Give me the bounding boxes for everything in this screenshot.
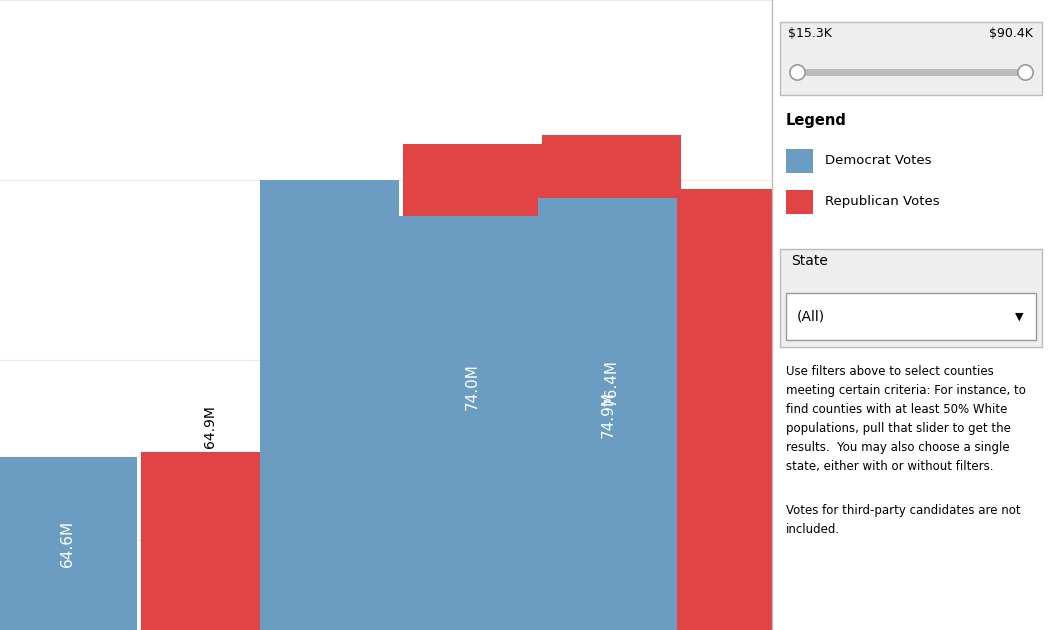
Bar <box>681 189 820 630</box>
Bar <box>785 149 814 173</box>
Text: (All): (All) <box>797 309 825 324</box>
Text: Use filters above to select counties
meeting certain criteria: For instance, to
: Use filters above to select counties mee… <box>785 365 1026 473</box>
Text: 64.9M: 64.9M <box>204 405 217 448</box>
Text: ▼: ▼ <box>1015 312 1024 321</box>
Bar <box>780 249 1042 347</box>
Bar <box>399 216 539 630</box>
Bar <box>785 190 814 214</box>
Text: State: State <box>792 254 828 268</box>
Text: Votes for third-party candidates are not
included.: Votes for third-party candidates are not… <box>785 504 1021 536</box>
Text: 74.0M: 74.0M <box>465 364 480 410</box>
Text: 74.9M: 74.9M <box>601 391 615 437</box>
Bar <box>542 135 681 630</box>
Text: $15.3K: $15.3K <box>789 27 833 40</box>
Bar <box>539 198 677 630</box>
Bar <box>260 180 399 630</box>
Text: Legend: Legend <box>785 113 846 129</box>
Text: 64.6M: 64.6M <box>60 520 75 567</box>
Bar <box>780 22 1042 94</box>
Text: Democrat Votes: Democrat Votes <box>824 154 931 167</box>
Bar <box>0 457 136 630</box>
Text: 76.4M: 76.4M <box>604 359 620 406</box>
Bar <box>785 293 1036 340</box>
Text: Republican Votes: Republican Votes <box>824 195 940 208</box>
Bar <box>141 452 279 630</box>
Text: $90.4K: $90.4K <box>989 27 1033 40</box>
Bar <box>403 144 542 630</box>
